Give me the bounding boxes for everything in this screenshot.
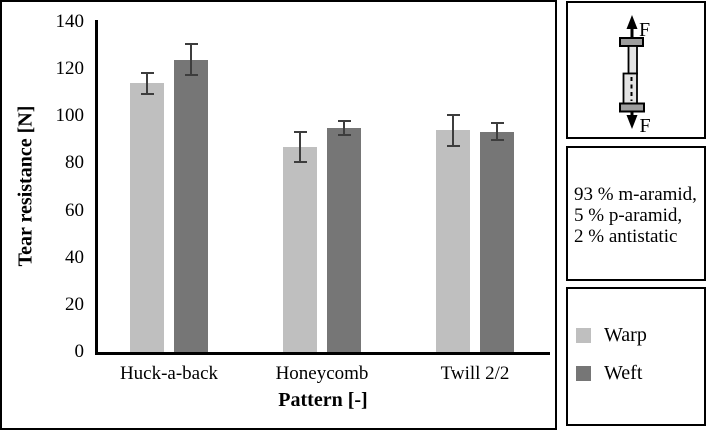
y-tick-label: 60 <box>65 199 84 221</box>
error-bar-cap <box>140 71 154 74</box>
composition-line: 93 % m-aramid, <box>574 184 697 205</box>
error-bar-cap <box>337 134 351 137</box>
composition-line: 2 % antistatic <box>574 226 678 247</box>
error-bar-line <box>190 44 192 76</box>
specimen-panel: F F <box>566 1 706 139</box>
legend-panel: Warp Weft <box>566 287 706 426</box>
x-axis-line <box>95 352 550 355</box>
legend-item-warp: Warp <box>576 324 647 346</box>
force-label-bottom: F <box>640 115 651 137</box>
error-bar-cap <box>184 43 198 46</box>
force-arrow-down-icon <box>626 115 638 129</box>
specimen-lower-body <box>622 72 638 105</box>
legend-swatch-warp <box>576 328 591 343</box>
error-bar-line <box>299 131 301 163</box>
legend-label-weft: Weft <box>604 362 643 384</box>
y-axis-line <box>95 20 98 354</box>
error-bar-cap <box>446 144 460 147</box>
composition-line: 5 % p-aramid, <box>574 205 683 226</box>
error-bar-cap <box>293 130 307 133</box>
tear-test-specimen-diagram: F F <box>619 15 651 137</box>
error-bar-cap <box>490 122 504 125</box>
x-category-label: Twill 2/2 <box>440 363 510 384</box>
legend-item-weft: Weft <box>576 362 643 384</box>
error-bar-line <box>343 121 345 136</box>
y-tick-label: 20 <box>65 293 84 315</box>
y-tick-label: 40 <box>65 246 84 268</box>
y-tick-label: 0 <box>74 341 85 362</box>
force-label-top: F <box>639 19 650 41</box>
error-bar-cap <box>140 92 154 95</box>
y-axis-title: Tear resistance [N] <box>14 105 37 267</box>
top-clamp <box>619 37 644 47</box>
x-axis-title: Pattern [-] <box>278 389 368 411</box>
legend-swatch-weft <box>576 366 591 381</box>
bar-warp-twill-2-2 <box>436 130 470 352</box>
error-bar-line <box>496 123 498 140</box>
bar-weft-twill-2-2 <box>480 131 514 352</box>
y-tick-label: 100 <box>55 105 85 127</box>
bar-weft-huck-a-back <box>174 59 208 352</box>
y-tick-label: 120 <box>55 58 85 80</box>
x-category-label: Huck-a-back <box>119 363 219 384</box>
composition-panel: 93 % m-aramid, 5 % p-aramid, 2 % antista… <box>566 146 706 281</box>
bottom-clamp <box>619 102 645 113</box>
bar-warp-huck-a-back <box>130 83 164 352</box>
bar-warp-honeycomb <box>283 146 317 352</box>
y-tick-label: 140 <box>55 11 85 32</box>
error-bar-cap <box>293 161 307 164</box>
error-bar-line <box>146 72 148 94</box>
error-bar-cap <box>446 114 460 117</box>
specimen-upper-leg <box>627 45 638 75</box>
x-category-label: Honeycomb <box>275 363 369 384</box>
error-bar-line <box>452 115 454 146</box>
y-tick-label: 80 <box>65 152 84 174</box>
composition-text: 93 % m-aramid, 5 % p-aramid, 2 % antista… <box>574 184 697 247</box>
error-bar-cap <box>184 74 198 77</box>
legend-label-warp: Warp <box>604 324 647 346</box>
bar-weft-honeycomb <box>327 128 361 352</box>
error-bar-cap <box>337 120 351 122</box>
error-bar-cap <box>490 138 504 141</box>
bar-chart-panel: Tear resistance [N] Pattern [-] 140 120 10… <box>0 0 557 430</box>
force-arrow-up-icon <box>626 15 638 29</box>
